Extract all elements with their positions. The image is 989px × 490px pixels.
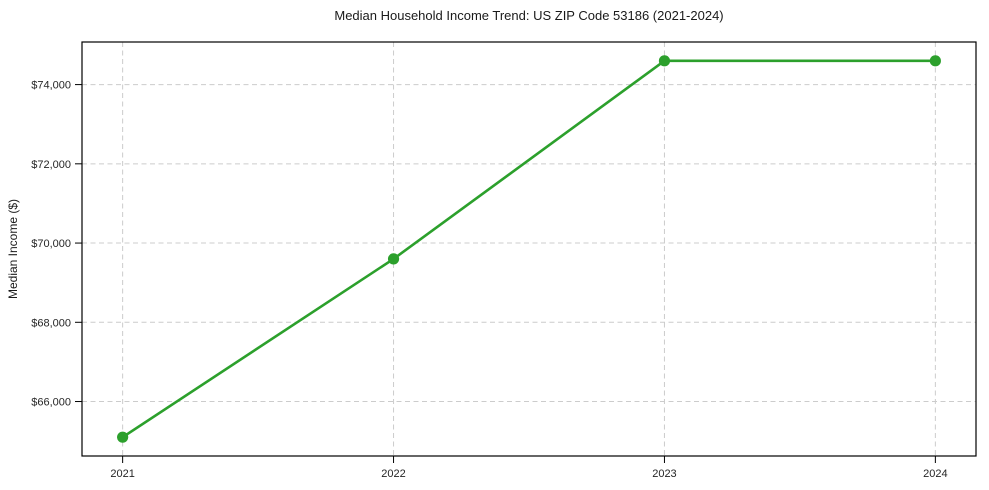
chart-title: Median Household Income Trend: US ZIP Co…: [334, 8, 723, 23]
x-tick-label: 2023: [652, 468, 676, 480]
x-tick-label: 2024: [923, 468, 947, 480]
data-point-marker: [117, 431, 129, 443]
x-tick-labels: 2021 2022 2023 2024: [110, 468, 947, 480]
y-tick-label: $68,000: [31, 317, 71, 329]
data-point-markers: [117, 55, 941, 443]
y-axis-label: Median Income ($): [6, 199, 20, 299]
data-point-marker: [387, 253, 400, 265]
data-point-marker: [658, 55, 671, 67]
x-tick-label: 2022: [381, 468, 405, 480]
axis-ticks: [75, 84, 936, 463]
y-tick-label: $70,000: [31, 238, 71, 250]
y-tick-label: $72,000: [31, 159, 71, 171]
y-tick-labels: $66,000 $68,000 $70,000 $72,000 $74,000: [31, 80, 71, 409]
x-tick-label: 2021: [110, 468, 134, 480]
plot-border: [81, 41, 977, 457]
y-tick-label: $66,000: [31, 397, 71, 409]
y-tick-label: $74,000: [31, 80, 71, 92]
income-line: [121, 59, 937, 439]
data-point-marker: [929, 55, 941, 67]
gridlines: [82, 42, 976, 456]
